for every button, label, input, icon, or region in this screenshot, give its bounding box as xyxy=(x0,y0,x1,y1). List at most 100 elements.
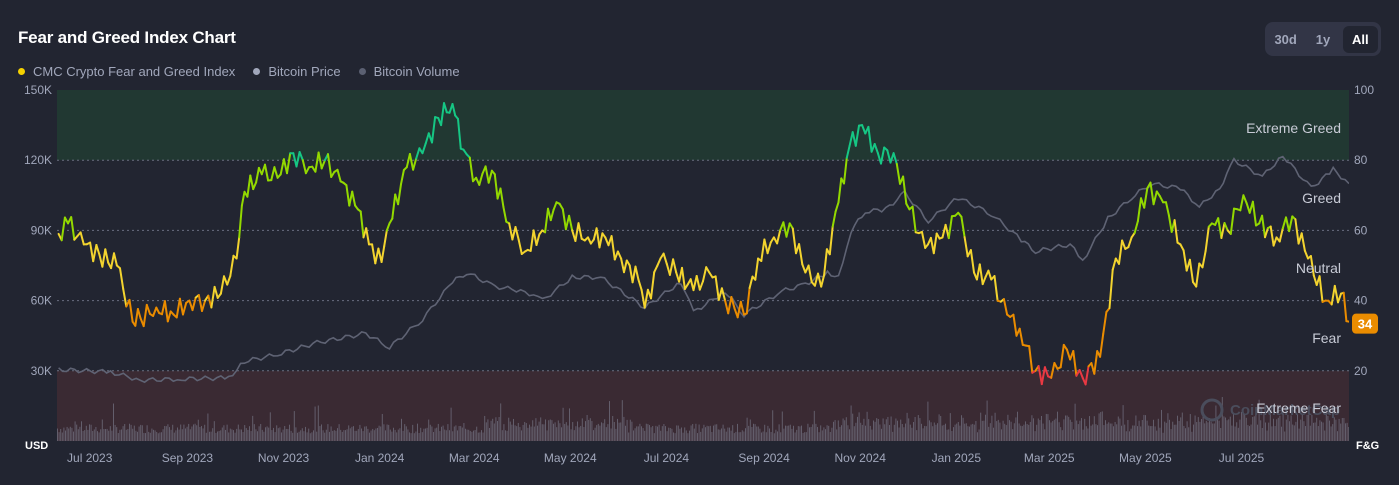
volume-bar xyxy=(1301,413,1303,441)
volume-bar xyxy=(850,405,852,441)
volume-bar xyxy=(85,425,87,441)
volume-bar xyxy=(764,424,766,441)
volume-bar xyxy=(1135,415,1137,441)
volume-bar xyxy=(540,417,542,441)
volume-bar xyxy=(268,427,270,441)
volume-bar xyxy=(517,422,519,441)
fear-greed-segment xyxy=(191,296,197,312)
volume-bar xyxy=(1185,428,1186,441)
volume-bar xyxy=(300,430,302,441)
range-button-all[interactable]: All xyxy=(1342,25,1378,53)
legend-item-bitcoin-price[interactable]: Bitcoin Price xyxy=(253,64,341,79)
volume-bar xyxy=(1031,415,1033,441)
volume-bar xyxy=(509,421,511,441)
volume-bar xyxy=(258,426,260,441)
fear-greed-segment xyxy=(113,252,118,267)
volume-bar xyxy=(834,420,836,441)
fear-greed-segment xyxy=(279,158,285,176)
y-right-tick-label: 80 xyxy=(1354,153,1368,167)
volume-bar xyxy=(236,428,238,441)
volume-bar xyxy=(1065,415,1066,441)
volume-bar xyxy=(1210,421,1212,441)
volume-bar xyxy=(1045,413,1047,441)
range-button-30d[interactable]: 30d xyxy=(1274,31,1297,47)
volume-bar xyxy=(689,430,690,441)
volume-bar xyxy=(263,431,265,441)
volume-bar xyxy=(585,421,586,441)
fear-greed-segment xyxy=(359,210,365,239)
volume-bar xyxy=(575,426,577,441)
volume-bar xyxy=(636,426,638,441)
volume-bar xyxy=(1329,420,1330,441)
volume-bar xyxy=(180,424,182,441)
volume-bar xyxy=(749,419,751,441)
volume-bar xyxy=(858,412,860,441)
volume-bar xyxy=(589,418,591,441)
extreme-greed-zone xyxy=(57,90,1349,161)
right-axis-unit: F&G xyxy=(1356,440,1379,452)
volume-bar xyxy=(489,427,490,441)
volume-bar xyxy=(657,426,658,441)
volume-bar xyxy=(281,432,282,441)
fear-greed-segment xyxy=(736,300,742,319)
volume-bar xyxy=(311,432,313,441)
volume-bar xyxy=(87,429,89,441)
volume-bar xyxy=(525,423,527,441)
fear-greed-segment xyxy=(662,252,668,265)
volume-bar xyxy=(375,428,377,441)
volume-bar xyxy=(282,429,284,441)
volume-bar xyxy=(181,429,183,441)
volume-bar xyxy=(773,433,775,441)
volume-bar xyxy=(991,415,993,441)
volume-bar xyxy=(1237,427,1239,441)
legend-item-fear-greed[interactable]: CMC Crypto Fear and Greed Index xyxy=(18,64,235,79)
fear-greed-segment xyxy=(134,308,139,327)
volume-bar xyxy=(287,429,289,441)
volume-bar xyxy=(1197,417,1199,441)
volume-bar xyxy=(1213,423,1215,441)
volume-bar xyxy=(1129,431,1130,441)
volume-bar xyxy=(378,425,380,441)
x-tick-label: Nov 2024 xyxy=(835,451,887,465)
volume-bar xyxy=(308,428,310,441)
volume-bar xyxy=(487,419,489,441)
volume-bar xyxy=(532,420,534,441)
volume-bar xyxy=(106,428,108,441)
volume-bar xyxy=(1127,419,1129,441)
fear-greed-segment xyxy=(1204,225,1210,253)
volume-bar xyxy=(229,428,231,441)
volume-bar xyxy=(679,428,681,441)
volume-bar xyxy=(620,422,622,441)
volume-bar xyxy=(108,430,110,441)
volume-bar xyxy=(1308,414,1310,441)
fear-greed-segment xyxy=(1143,187,1149,209)
volume-bar xyxy=(1330,426,1332,441)
fear-greed-segment xyxy=(595,227,601,249)
fear-greed-segment xyxy=(1217,217,1223,239)
volume-bar xyxy=(572,422,574,441)
volume-bar xyxy=(737,423,738,441)
volume-bar xyxy=(1001,429,1002,441)
fear-greed-segment xyxy=(431,116,437,144)
x-tick-label: Nov 2023 xyxy=(258,451,310,465)
volume-bar xyxy=(730,430,732,441)
volume-bar xyxy=(143,432,145,441)
fear-greed-segment xyxy=(1337,292,1343,304)
fear-greed-segment xyxy=(987,269,993,281)
fear-greed-segment xyxy=(1309,255,1315,277)
volume-bar xyxy=(169,427,170,441)
volume-bar xyxy=(485,422,487,441)
fear-greed-segment xyxy=(867,125,873,153)
fear-greed-segment xyxy=(921,231,927,249)
range-button-1y[interactable]: 1y xyxy=(1315,31,1331,47)
volume-bar xyxy=(153,429,154,441)
volume-bar xyxy=(1002,420,1004,441)
legend-item-bitcoin-volume[interactable]: Bitcoin Volume xyxy=(358,64,460,79)
volume-bar xyxy=(1223,416,1225,441)
fear-greed-segment xyxy=(178,297,184,316)
fear-greed-segment xyxy=(801,263,807,274)
volume-bar xyxy=(898,427,900,441)
fear-greed-segment xyxy=(408,153,415,171)
fear-greed-segment xyxy=(1269,225,1275,247)
